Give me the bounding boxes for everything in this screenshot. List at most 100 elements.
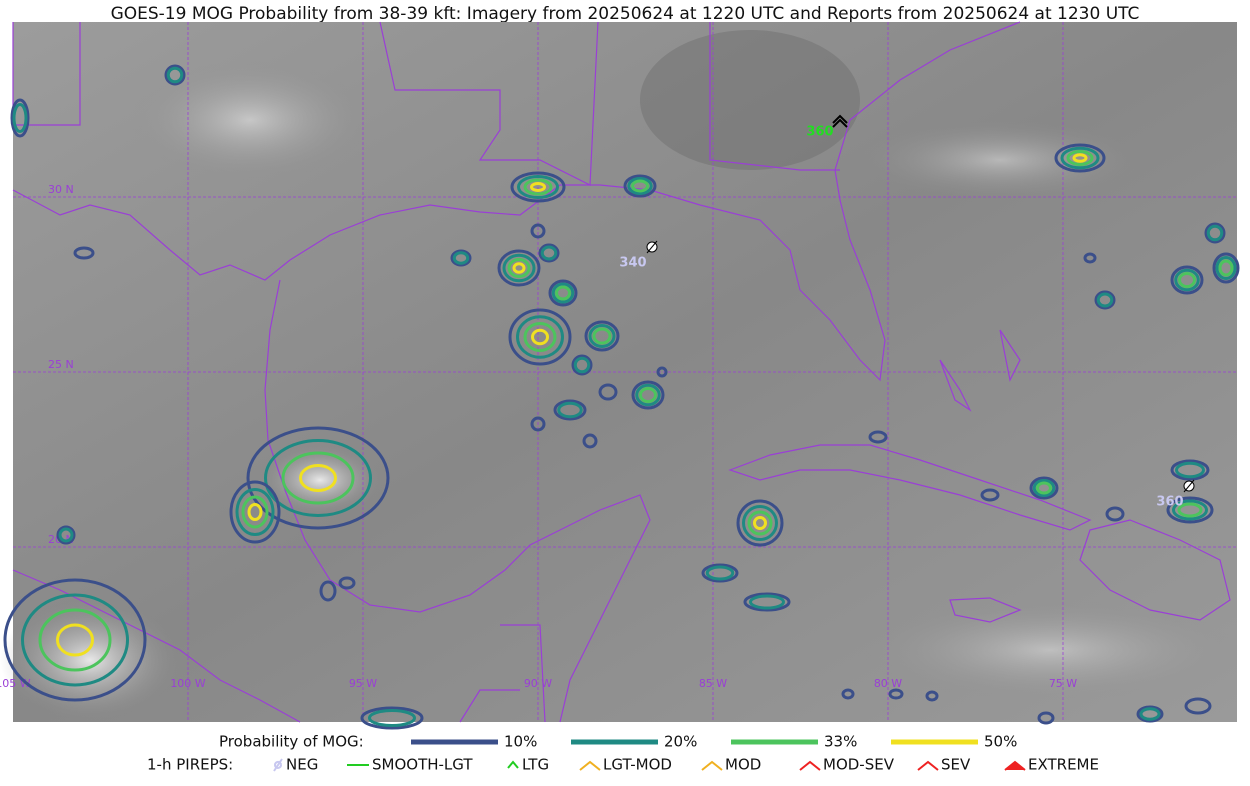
mog-contour (656, 366, 668, 378)
mog-contour (557, 401, 583, 419)
mog-contour (360, 706, 424, 730)
mog-contour (753, 516, 767, 530)
mog-contour (73, 246, 95, 260)
mog-contour (553, 399, 587, 421)
mog-contours (3, 64, 1240, 730)
mog-contour (1054, 143, 1106, 173)
mog-contour (1083, 252, 1097, 264)
legend-symbol (1004, 760, 1026, 771)
legend-title: Probability of MOG: (219, 733, 364, 751)
mog-contour (736, 499, 784, 547)
mog-contour (523, 178, 553, 196)
mog-contour (229, 480, 281, 544)
mog-contour (743, 592, 791, 612)
mog-contour (1215, 256, 1237, 280)
legend-symbol (701, 760, 723, 771)
legend-label: LGT-MOD (603, 756, 672, 774)
legend-label: MOD-SEV (823, 756, 895, 774)
mog-contour (523, 322, 557, 352)
mog-contour (623, 174, 657, 198)
mog-contour (452, 251, 470, 265)
mog-contour (841, 688, 855, 700)
longitude-label: 95 W (349, 677, 377, 690)
legend-label: SMOOTH-LGT (372, 756, 473, 774)
mog-contour (1170, 459, 1210, 481)
mog-contour (1184, 697, 1212, 715)
mog-contour (264, 439, 372, 517)
mog-contour (531, 328, 549, 346)
pirep-symbol (832, 114, 848, 128)
legend-label: 50% (984, 733, 1017, 751)
mog-contour (1096, 292, 1114, 308)
mog-contour (1177, 502, 1203, 518)
longitude-label: 90 W (524, 677, 552, 690)
mog-contour (1139, 707, 1161, 721)
mog-contour (631, 380, 665, 410)
pirep-symbol (646, 240, 658, 254)
mog-contour (502, 253, 536, 283)
mog-contour (164, 64, 186, 86)
mog-contour (1206, 224, 1224, 242)
mog-contour (246, 426, 390, 530)
mog-contour (12, 103, 28, 133)
mog-contour (3, 578, 147, 702)
mog-contour (1072, 153, 1088, 163)
mog-contour (1029, 476, 1059, 500)
longitude-label: 75 W (1049, 677, 1077, 690)
cloud (130, 60, 370, 180)
mog-contour (631, 179, 649, 193)
legend-symbol (799, 760, 821, 771)
mog-contour (235, 488, 275, 536)
mog-contour (1170, 265, 1204, 295)
mog-contour (592, 327, 612, 345)
legend: Probability of MOG: 10% 20% 33% 50% 1-h PIREP… (147, 733, 1099, 774)
legend-label: LTG (522, 756, 549, 774)
pireps: 360 340 360 (619, 114, 1195, 510)
legend-label: EXTREME (1028, 756, 1099, 774)
pirep-label: 360 (1156, 495, 1183, 510)
legend-label: 33% (824, 733, 857, 751)
mog-contour (1136, 705, 1164, 723)
mog-contour (247, 503, 263, 521)
legend-symbol (507, 760, 519, 769)
mog-contour (1218, 259, 1234, 277)
longitude-label: 100 W (170, 677, 205, 690)
legend-symbol (917, 760, 939, 771)
mog-contour (517, 175, 559, 199)
mog-contour (166, 66, 184, 84)
mog-contour (241, 495, 269, 529)
mog-contour (980, 488, 1000, 502)
mog-contour (582, 433, 598, 449)
mog-contour (1174, 268, 1200, 292)
longitude-label: 85 W (699, 677, 727, 690)
mog-contour (888, 688, 904, 700)
mog-contour (530, 416, 546, 432)
mog-contour (508, 308, 572, 366)
legend-symbol (273, 758, 283, 772)
mog-contour (58, 527, 74, 543)
mog-contour (701, 563, 739, 583)
mog-contour (555, 285, 571, 301)
mog-contour (1032, 479, 1056, 497)
mog-contour (639, 387, 657, 403)
mog-contour (507, 258, 531, 278)
mog-contour (1172, 499, 1208, 521)
mog-contour (530, 182, 546, 192)
mog-contour (338, 576, 356, 590)
cloud (0, 600, 180, 720)
legend-label: MOD (725, 756, 761, 774)
mog-contour (551, 282, 575, 304)
pirep-label: 340 (619, 256, 646, 271)
mog-contour (1212, 252, 1240, 284)
mog-contour (516, 315, 564, 359)
mog-contour (749, 594, 785, 610)
mog-contour (635, 383, 661, 407)
legend-label: SEV (941, 756, 971, 774)
mog-contour (530, 223, 546, 239)
mog-contour (1094, 290, 1116, 310)
mog-contour (588, 324, 616, 348)
legend-label: 20% (664, 733, 697, 751)
